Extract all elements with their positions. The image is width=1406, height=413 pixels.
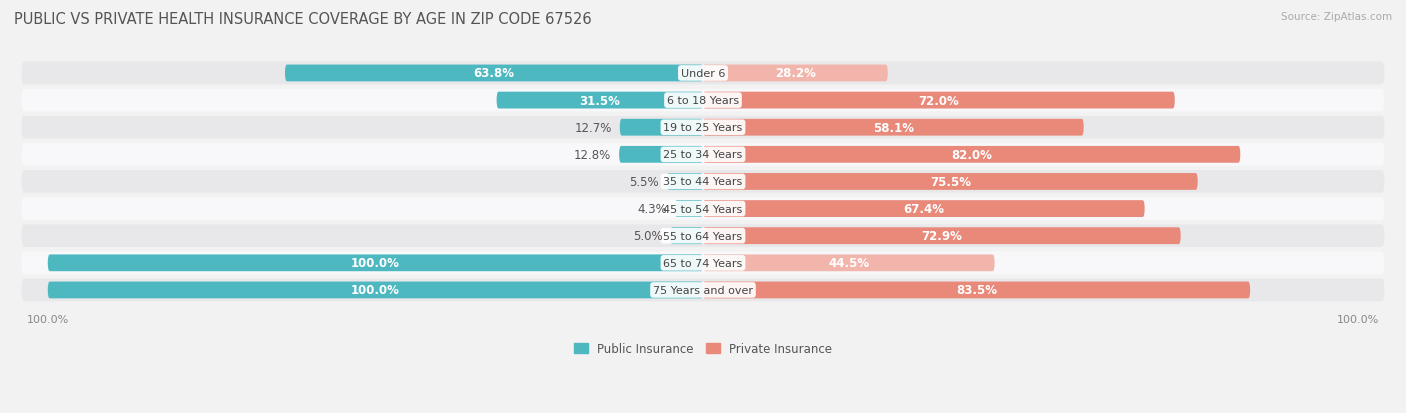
FancyBboxPatch shape [671,228,703,244]
FancyBboxPatch shape [619,147,703,163]
Text: 75 Years and over: 75 Years and over [652,285,754,295]
Text: 75.5%: 75.5% [929,176,972,188]
Text: 6 to 18 Years: 6 to 18 Years [666,96,740,106]
Text: Source: ZipAtlas.com: Source: ZipAtlas.com [1281,12,1392,22]
FancyBboxPatch shape [21,90,1385,112]
FancyBboxPatch shape [703,282,1250,299]
FancyBboxPatch shape [620,119,703,136]
FancyBboxPatch shape [21,279,1385,301]
Text: 5.5%: 5.5% [630,176,659,188]
FancyBboxPatch shape [285,65,703,82]
Text: 25 to 34 Years: 25 to 34 Years [664,150,742,160]
FancyBboxPatch shape [703,147,1240,163]
FancyBboxPatch shape [703,93,1175,109]
Text: 35 to 44 Years: 35 to 44 Years [664,177,742,187]
Text: Under 6: Under 6 [681,69,725,79]
FancyBboxPatch shape [496,93,703,109]
Legend: Public Insurance, Private Insurance: Public Insurance, Private Insurance [569,337,837,360]
FancyBboxPatch shape [21,144,1385,166]
Text: 67.4%: 67.4% [903,203,945,216]
Text: 82.0%: 82.0% [952,148,993,161]
Text: 100.0%: 100.0% [352,284,399,297]
FancyBboxPatch shape [21,198,1385,221]
Text: 72.0%: 72.0% [918,94,959,107]
Text: 4.3%: 4.3% [637,203,666,216]
FancyBboxPatch shape [21,225,1385,247]
FancyBboxPatch shape [703,228,1181,244]
Text: 12.8%: 12.8% [574,148,612,161]
FancyBboxPatch shape [21,62,1385,85]
Text: 65 to 74 Years: 65 to 74 Years [664,258,742,268]
Text: 5.0%: 5.0% [633,230,662,242]
FancyBboxPatch shape [48,282,703,299]
FancyBboxPatch shape [703,173,1198,190]
Text: 31.5%: 31.5% [579,94,620,107]
FancyBboxPatch shape [675,201,703,218]
Text: 19 to 25 Years: 19 to 25 Years [664,123,742,133]
Text: 72.9%: 72.9% [921,230,962,242]
FancyBboxPatch shape [21,116,1385,139]
FancyBboxPatch shape [48,255,703,272]
FancyBboxPatch shape [703,65,887,82]
Text: 58.1%: 58.1% [873,121,914,134]
Text: 12.7%: 12.7% [575,121,612,134]
Text: 28.2%: 28.2% [775,67,815,80]
Text: 63.8%: 63.8% [474,67,515,80]
FancyBboxPatch shape [666,173,703,190]
FancyBboxPatch shape [21,171,1385,193]
Text: 44.5%: 44.5% [828,257,869,270]
Text: 55 to 64 Years: 55 to 64 Years [664,231,742,241]
Text: PUBLIC VS PRIVATE HEALTH INSURANCE COVERAGE BY AGE IN ZIP CODE 67526: PUBLIC VS PRIVATE HEALTH INSURANCE COVER… [14,12,592,27]
Text: 83.5%: 83.5% [956,284,997,297]
FancyBboxPatch shape [703,255,994,272]
FancyBboxPatch shape [703,201,1144,218]
Text: 45 to 54 Years: 45 to 54 Years [664,204,742,214]
FancyBboxPatch shape [21,252,1385,275]
Text: 100.0%: 100.0% [352,257,399,270]
FancyBboxPatch shape [703,119,1084,136]
